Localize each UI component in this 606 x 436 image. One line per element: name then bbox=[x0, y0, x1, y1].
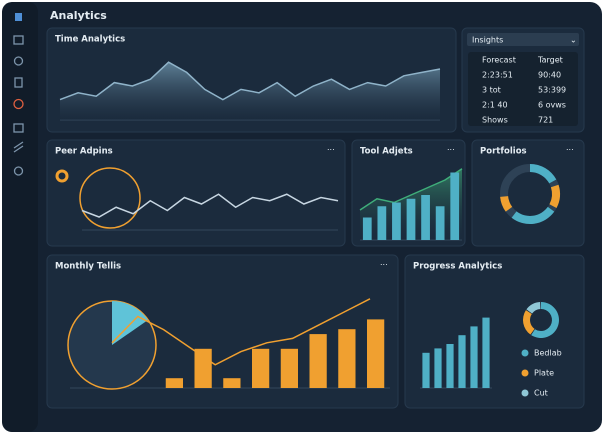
insight-value: 3 tot bbox=[482, 86, 501, 95]
ring bbox=[79, 167, 141, 229]
panel-title: Time Analytics bbox=[55, 35, 125, 45]
bar bbox=[482, 317, 490, 388]
legend-label: Bedlab bbox=[534, 349, 562, 358]
bar bbox=[338, 329, 356, 388]
menu-dots: ··· bbox=[447, 146, 455, 155]
legend-swatch bbox=[521, 369, 529, 377]
bar bbox=[252, 348, 270, 388]
legend-swatch bbox=[521, 349, 529, 357]
bar bbox=[470, 326, 478, 388]
bar bbox=[421, 195, 430, 240]
gauge-segment bbox=[530, 164, 557, 184]
legend-label: Plate bbox=[534, 369, 554, 378]
legend-swatch bbox=[521, 389, 529, 397]
dropdown[interactable] bbox=[467, 33, 579, 46]
line bbox=[111, 298, 371, 366]
insight-value: 2:1 40 bbox=[482, 101, 508, 110]
insight-value: 6 ovws bbox=[538, 101, 566, 110]
dropdown-caret: ⌄ bbox=[570, 36, 577, 45]
bar bbox=[406, 198, 416, 240]
menu-dots: ··· bbox=[327, 146, 335, 155]
bar bbox=[280, 348, 298, 388]
page-title: Analytics bbox=[50, 9, 107, 22]
bar bbox=[367, 319, 385, 388]
bar bbox=[165, 378, 183, 388]
panel-title: Progress Analytics bbox=[413, 262, 502, 272]
menu-dots: ··· bbox=[566, 146, 574, 155]
panel-title: Portfolios bbox=[480, 147, 527, 157]
insight-value: Forecast bbox=[482, 56, 516, 65]
insight-value: 53:399 bbox=[538, 86, 566, 95]
bar bbox=[362, 217, 372, 240]
bar bbox=[309, 334, 327, 388]
insight-value: 2:23:51 bbox=[482, 71, 513, 80]
insights-box bbox=[468, 52, 578, 126]
bar bbox=[194, 348, 212, 388]
area-line-fill bbox=[60, 62, 440, 120]
insight-value: Shows bbox=[482, 116, 508, 125]
bar bbox=[435, 206, 445, 240]
donut-segment bbox=[523, 310, 535, 335]
gauge-segment bbox=[549, 184, 560, 209]
line bbox=[359, 168, 463, 211]
bar bbox=[450, 172, 460, 240]
gauge-segment bbox=[511, 206, 555, 225]
donut-icon bbox=[55, 169, 69, 183]
sidebar-icons[interactable] bbox=[13, 13, 24, 176]
panel-title: Monthly Tellis bbox=[55, 262, 121, 272]
bar bbox=[422, 352, 430, 388]
dropdown-label: Insights bbox=[472, 36, 503, 45]
bar bbox=[223, 378, 241, 388]
menu-dots: ··· bbox=[380, 261, 388, 270]
insight-value: Target bbox=[537, 56, 563, 65]
bar bbox=[446, 344, 454, 388]
panel bbox=[404, 254, 585, 409]
area-line bbox=[59, 61, 441, 101]
insight-value: 721 bbox=[538, 116, 553, 125]
bar bbox=[458, 335, 466, 388]
bar bbox=[434, 348, 442, 388]
panel bbox=[471, 139, 585, 247]
bar bbox=[377, 206, 387, 240]
bar bbox=[392, 202, 401, 240]
line bbox=[81, 193, 339, 218]
gauge-segment bbox=[500, 196, 513, 212]
legend-label: Cut bbox=[534, 389, 548, 398]
panel bbox=[46, 139, 346, 247]
donut-segment bbox=[526, 302, 541, 314]
sidebar bbox=[2, 2, 38, 432]
donut-segment bbox=[531, 302, 559, 338]
panel-title: Peer Adpins bbox=[55, 147, 113, 157]
panel-title: Tool Adjets bbox=[360, 147, 413, 157]
insight-value: 90:40 bbox=[538, 71, 561, 80]
